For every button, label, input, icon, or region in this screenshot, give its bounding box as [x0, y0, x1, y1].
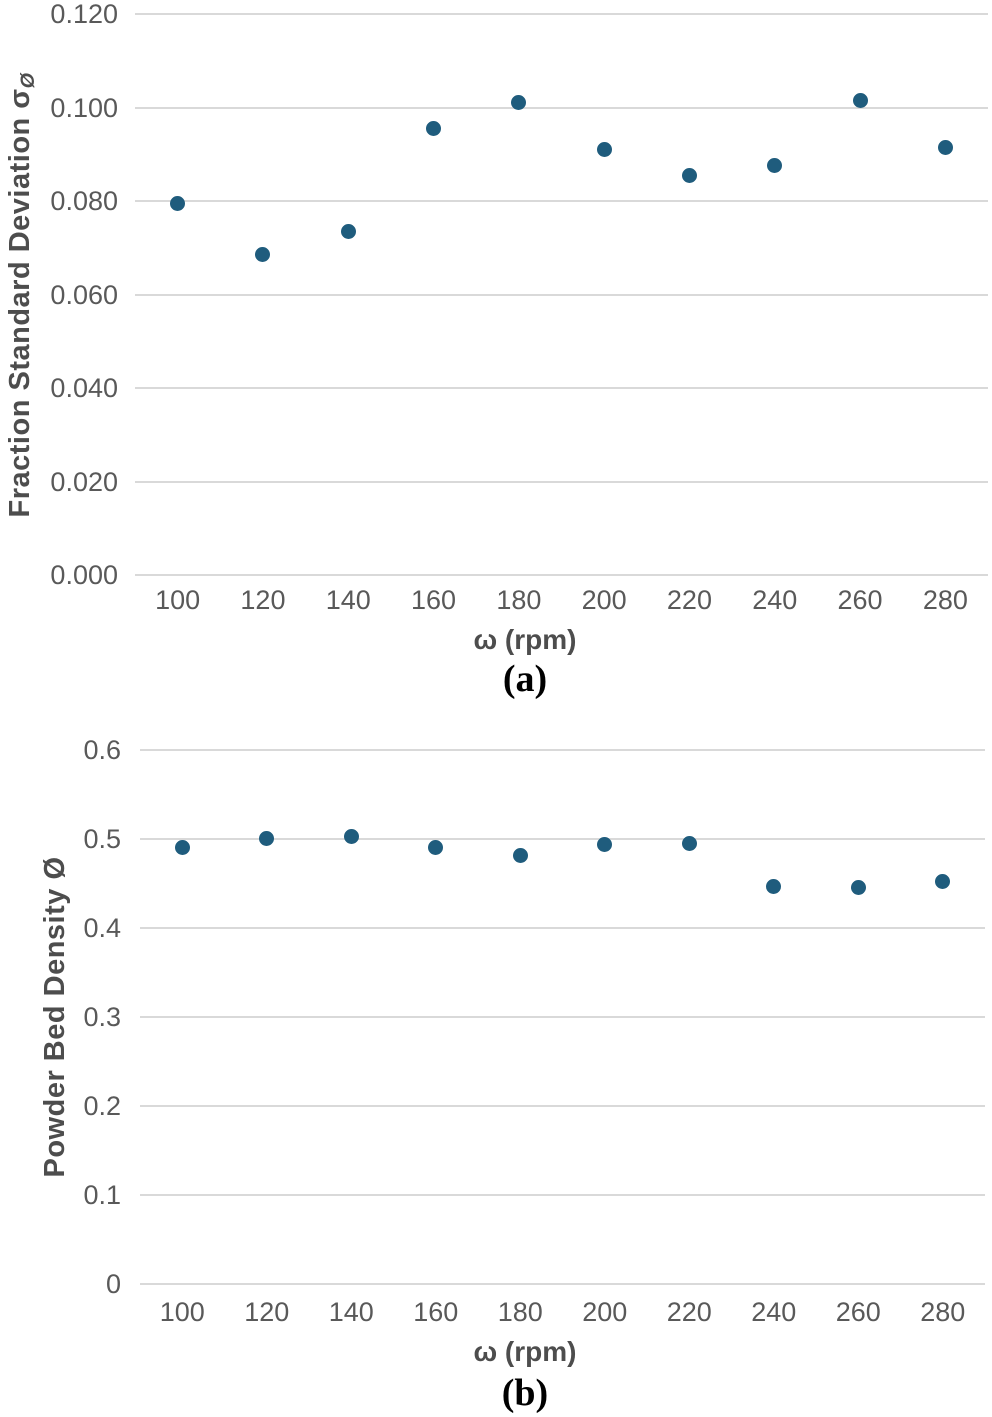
chart-b-data-point-marker	[343, 828, 359, 844]
chart-a-caption: (a)	[502, 658, 548, 700]
chart-a-x-tick-label: 240	[752, 585, 798, 615]
chart-b-gridline	[140, 1194, 985, 1196]
chart-b-y-tick-label: 0.3	[83, 1002, 121, 1032]
chart-a-y-tick-label: 0.060	[50, 279, 118, 310]
chart-a-y-tick-label: 0.100	[50, 92, 118, 123]
chart-a-x-tick-label: 220	[666, 585, 712, 615]
chart-a-x-tick-label: 280	[922, 585, 968, 615]
chart-a-data-point-marker	[937, 139, 953, 155]
chart-a-gridline	[135, 106, 988, 109]
chart-a-x-tick-label: 180	[496, 585, 542, 615]
chart-a-y-tick-label: 0.020	[50, 466, 118, 497]
chart-b-caption: (b)	[501, 1372, 549, 1414]
chart-b-x-tick-label: 280	[920, 1297, 966, 1327]
chart-b-x-tick-label: 240	[751, 1297, 797, 1327]
chart-a-gridline	[135, 13, 988, 15]
chart-b-x-tick-label: 160	[413, 1297, 459, 1327]
chart-a-gridline	[135, 480, 988, 483]
chart-a-y-tick-label: 0.120	[50, 0, 118, 29]
chart-b-data-point-marker	[766, 878, 782, 894]
chart-b-y-tick-label: 0.4	[83, 913, 121, 943]
chart-b-gridline	[140, 838, 985, 840]
chart-b-data-point-marker	[935, 874, 951, 890]
chart-a-gridline	[135, 293, 988, 296]
chart-a-data-point-marker	[340, 223, 356, 239]
chart-a-gridline	[135, 574, 988, 576]
chart-a-data-point-marker	[681, 167, 697, 183]
chart-a-data-point-marker	[511, 95, 527, 111]
chart-b-data-point-marker	[850, 879, 866, 895]
chart-b-x-tick-label: 140	[328, 1297, 374, 1327]
chart-a-gridline	[135, 387, 988, 389]
chart-b-y-tick-label: 0.2	[83, 1091, 121, 1121]
chart-b-x-tick-label: 220	[666, 1297, 712, 1327]
chart-a-x-tick-label: 140	[325, 585, 371, 615]
chart-a-data-point-marker	[596, 142, 612, 158]
chart-b-data-point-marker	[428, 840, 444, 856]
chart-a-y-tick-label: 0.000	[50, 560, 118, 590]
chart-b-x-axis-title: ω (rpm)	[473, 1336, 577, 1367]
chart-b-data-point-marker	[174, 840, 190, 856]
chart-a-y-tick-label: 0.040	[50, 373, 118, 403]
chart-a-y-tick-label: 0.080	[50, 186, 118, 216]
chart-a-x-tick-label: 100	[155, 585, 201, 615]
chart-a-x-tick-label: 160	[411, 585, 457, 615]
chart-a-x-tick-label: 200	[581, 585, 627, 615]
chart-b-x-tick-label: 200	[582, 1297, 628, 1327]
chart-a-data-point-marker	[426, 121, 442, 137]
chart-b-y-tick-label: 0.5	[83, 824, 121, 854]
chart-b-y-tick-label: 0.6	[83, 735, 121, 765]
chart-a-x-tick-label: 120	[240, 585, 286, 615]
chart-b-x-tick-label: 260	[835, 1297, 881, 1327]
chart-b-x-tick-label: 100	[159, 1297, 205, 1327]
chart-a-data-point-marker	[767, 158, 783, 174]
chart-b-x-tick-label: 120	[244, 1297, 290, 1327]
chart-b-gridline	[140, 927, 985, 929]
chart-b-data-point-marker	[597, 836, 613, 852]
chart-b-data-point-marker	[512, 847, 528, 863]
chart-b-gridline	[140, 1283, 985, 1285]
chart-a-data-point-marker	[852, 92, 868, 108]
chart-b-data-point-marker	[681, 835, 697, 851]
chart-b-gridline	[140, 749, 985, 751]
chart-a-data-point-marker	[255, 247, 271, 263]
chart-b-y-tick-label: 0.1	[83, 1180, 121, 1210]
chart-b-x-tick-label: 180	[497, 1297, 543, 1327]
chart-a-data-point-marker	[170, 195, 186, 211]
chart-b-gridline	[140, 1016, 985, 1018]
chart-a-gridline	[135, 200, 988, 202]
chart-a-x-axis-title: ω (rpm)	[473, 624, 577, 655]
chart-a-y-axis-title-subscript: Ø	[16, 72, 39, 89]
chart-b-y-tick-label: 0	[105, 1269, 121, 1299]
chart-b-data-point-marker	[259, 830, 275, 846]
chart-b-gridline	[140, 1105, 985, 1107]
chart-a-x-tick-label: 260	[837, 585, 883, 615]
